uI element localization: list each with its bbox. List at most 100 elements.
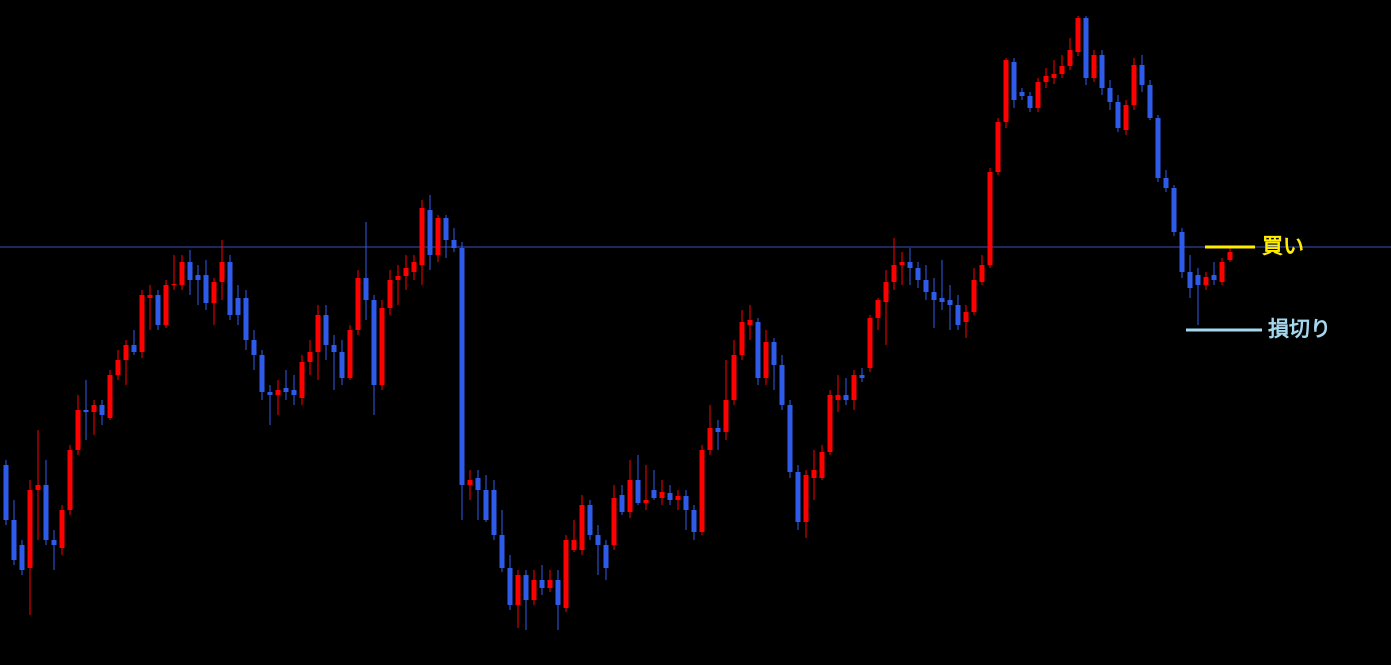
candle-body: [195, 275, 201, 280]
candle-body: [819, 452, 825, 478]
candle-body: [923, 280, 929, 292]
candle-body: [395, 276, 401, 280]
candle-body: [1091, 55, 1097, 78]
candle-body: [899, 262, 905, 265]
candle-body: [667, 493, 673, 500]
candle-body: [43, 485, 49, 540]
candle-body: [811, 470, 817, 478]
candle-body: [1027, 96, 1033, 108]
candle-body: [235, 298, 241, 315]
candle-body: [131, 345, 137, 352]
candle-body: [515, 575, 521, 605]
candle-body: [859, 375, 865, 378]
candle-body: [187, 262, 193, 280]
candle-body: [355, 278, 361, 330]
candle-body: [1067, 50, 1073, 66]
candle-body: [731, 355, 737, 400]
candle-body: [11, 520, 17, 560]
candle-body: [443, 218, 449, 240]
candle-body: [987, 172, 993, 265]
candle-body: [219, 262, 225, 282]
candle-body: [371, 300, 377, 385]
candle-body: [587, 505, 593, 535]
candle-body: [363, 278, 369, 300]
candle-body: [699, 450, 705, 532]
candle-body: [1059, 66, 1065, 74]
candle-body: [155, 295, 161, 325]
candle-body: [723, 400, 729, 432]
candle-body: [915, 268, 921, 280]
candle-body: [883, 282, 889, 302]
candle-body: [1227, 252, 1233, 260]
candle-body: [739, 322, 745, 355]
candle-body: [763, 342, 769, 378]
candle-body: [163, 285, 169, 325]
candle-body: [387, 280, 393, 308]
candle-body: [715, 428, 721, 432]
candle-body: [939, 298, 945, 302]
candle-body: [611, 498, 617, 545]
candle-body: [35, 485, 41, 490]
candle-body: [1187, 272, 1193, 288]
candle-body: [1043, 76, 1049, 82]
candle-body: [651, 490, 657, 498]
candle-body: [683, 496, 689, 510]
candle-body: [963, 312, 969, 322]
candle-body: [595, 535, 601, 545]
candle-body: [1099, 55, 1105, 88]
candle-body: [835, 395, 841, 400]
candle-body: [171, 284, 177, 285]
candle-body: [627, 480, 633, 512]
candle-body: [459, 248, 465, 485]
candle-body: [907, 262, 913, 268]
candle-body: [531, 580, 537, 600]
candle-body: [603, 545, 609, 568]
candle-body: [1195, 275, 1201, 285]
candle-body: [1211, 275, 1217, 280]
candle-body: [675, 496, 681, 500]
candle-body: [467, 480, 473, 485]
candle-body: [507, 568, 513, 605]
candle-body: [1003, 60, 1009, 122]
candle-body: [1219, 262, 1225, 282]
candle-body: [707, 428, 713, 450]
candle-body: [51, 540, 57, 545]
candle-body: [1107, 88, 1113, 102]
candle-body: [931, 292, 937, 300]
candle-body: [795, 472, 801, 522]
candle-body: [475, 478, 481, 490]
candle-body: [691, 510, 697, 532]
candle-body: [267, 392, 273, 395]
candle-body: [59, 510, 65, 548]
candle-body: [563, 540, 569, 608]
candle-body: [299, 362, 305, 398]
candle-body: [211, 282, 217, 303]
candle-body: [547, 580, 553, 588]
candle-body: [347, 330, 353, 378]
candle-body: [771, 342, 777, 365]
candle-body: [99, 405, 105, 415]
candle-body: [571, 540, 577, 550]
candle-body: [115, 360, 121, 375]
candle-body: [891, 265, 897, 282]
candle-body: [523, 575, 529, 600]
candle-body: [875, 300, 881, 318]
candle-body: [851, 375, 857, 400]
candle-body: [555, 580, 561, 605]
candle-body: [139, 295, 145, 352]
candle-body: [147, 295, 153, 298]
candle-body: [1075, 18, 1081, 52]
candle-body: [403, 268, 409, 276]
candle-body: [1131, 65, 1137, 105]
candle-body: [1035, 82, 1041, 108]
candle-body: [619, 495, 625, 512]
candle-body: [179, 262, 185, 285]
candle-body: [1123, 105, 1129, 130]
candle-body: [1051, 74, 1057, 78]
candle-body: [451, 240, 457, 248]
candle-body: [995, 122, 1001, 172]
candle-body: [3, 465, 9, 520]
candle-body: [1011, 62, 1017, 100]
candle-body: [307, 352, 313, 362]
